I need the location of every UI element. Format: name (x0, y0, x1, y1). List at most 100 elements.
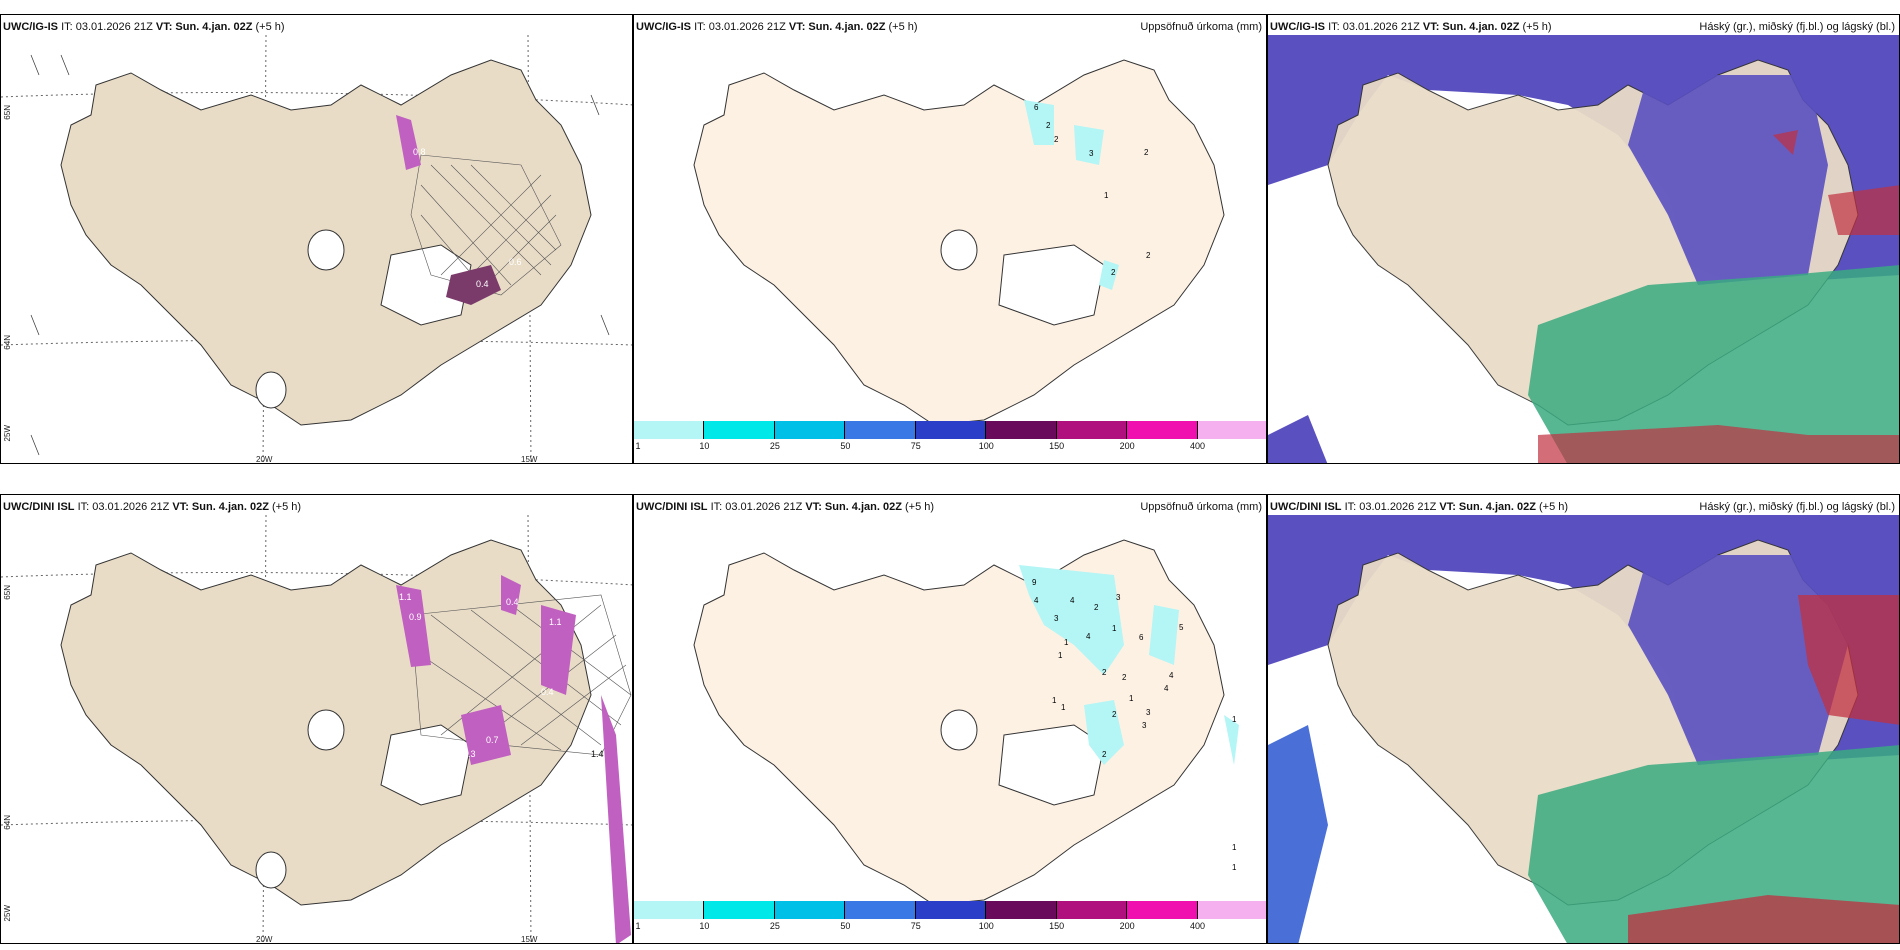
svg-text:0.7: 0.7 (486, 735, 499, 745)
panel-precip-bottom: UWC/DINI ISL IT: 03.01.2026 21Z VT: Sun.… (633, 494, 1267, 944)
colorbar-label: 1 (635, 921, 641, 931)
colorbar-segment (915, 901, 987, 919)
svg-text:1: 1 (1104, 191, 1109, 200)
svg-text:1: 1 (1232, 863, 1237, 872)
svg-text:2: 2 (1111, 268, 1116, 277)
lat-label: 65N (3, 105, 12, 120)
panel-header: UWC/DINI ISL IT: 03.01.2026 21Z VT: Sun.… (636, 501, 935, 513)
cloud-map (1268, 515, 1899, 943)
svg-text:2: 2 (1146, 251, 1151, 260)
lon-label: 20W (256, 455, 273, 464)
svg-text:1: 1 (1061, 703, 1066, 712)
colorbar-segment (704, 421, 775, 439)
colorbar-segment (1127, 421, 1198, 439)
svg-text:3: 3 (1116, 593, 1121, 602)
svg-text:2: 2 (1046, 121, 1051, 130)
svg-text:0.4: 0.4 (506, 597, 519, 607)
wind-map: 1.1 0.9 0.3 0.4 0.7 1.1 1.4 0.4 (1, 514, 632, 943)
colorbar-label: 10 (699, 441, 710, 451)
colorbar-segment (634, 421, 705, 439)
svg-text:0.4: 0.4 (541, 687, 554, 697)
svg-text:4: 4 (1164, 684, 1169, 693)
panel-header: UWC/IG-IS IT: 03.01.2026 21Z VT: Sun. 4.… (1270, 21, 1552, 33)
panel-cloud-top: UWC/IG-IS IT: 03.01.2026 21Z VT: Sun. 4.… (1267, 14, 1900, 464)
colorbar-label: 50 (840, 921, 851, 931)
lat-label: 65N (3, 585, 12, 600)
mid-cloud (1528, 265, 1899, 463)
svg-text:1: 1 (1129, 694, 1134, 703)
precip-title: Uppsöfnuð úrkoma (mm) (1140, 21, 1262, 33)
svg-text:2: 2 (1144, 148, 1149, 157)
svg-text:1: 1 (1232, 715, 1237, 724)
colorbar-label: 150 (1049, 921, 1065, 931)
panel-header: UWC/DINI ISL IT: 03.01.2026 21Z VT: Sun.… (1270, 501, 1569, 513)
svg-text:3: 3 (1089, 149, 1094, 158)
colorbar-label: 75 (910, 921, 921, 931)
colorbar-segment (634, 901, 705, 919)
cloud-title: Háský (gr.), miðský (fj.bl.) og lágský (… (1699, 21, 1895, 33)
value-label: 0.4 (476, 279, 489, 289)
svg-text:2: 2 (1094, 603, 1099, 612)
colorbar-segment (704, 901, 775, 919)
precip-map: 6 2 2 3 2 1 2 2 (693, 59, 1225, 426)
panel-header: UWC/DINI ISL IT: 03.01.2026 21Z VT: Sun.… (3, 501, 302, 513)
high-cloud-overlay (1628, 75, 1828, 285)
svg-text:2: 2 (1122, 673, 1127, 682)
cloud-map (1268, 35, 1899, 463)
lon-label: 25W (3, 425, 12, 442)
colorbar-label: 150 (1049, 441, 1065, 451)
colorbar-label: 200 (1119, 921, 1135, 931)
panel-precip-top: UWC/IG-IS IT: 03.01.2026 21Z VT: Sun. 4.… (633, 14, 1267, 464)
svg-text:1: 1 (1058, 651, 1063, 660)
low-cloud (1628, 595, 1899, 943)
svg-text:9: 9 (1032, 578, 1037, 587)
colorbar-segment (986, 901, 1057, 919)
colorbar-label: 75 (910, 441, 921, 451)
lon-label: 15W (521, 455, 538, 464)
colorbar-label: 400 (1190, 441, 1206, 451)
colorbar-label: 200 (1119, 441, 1135, 451)
lon-label: 15W (521, 935, 538, 944)
svg-text:4: 4 (1086, 632, 1091, 641)
svg-text:5: 5 (1179, 623, 1184, 632)
colorbar-segment (986, 421, 1057, 439)
colorbar-segment (845, 901, 916, 919)
lat-label: 64N (3, 815, 12, 830)
panel-cloud-bottom: UWC/DINI ISL IT: 03.01.2026 21Z VT: Sun.… (1267, 494, 1900, 944)
lat-label: 64N (3, 335, 12, 350)
panel-wind-bottom: UWC/DINI ISL IT: 03.01.2026 21Z VT: Sun.… (0, 494, 633, 944)
svg-text:1: 1 (1232, 843, 1237, 852)
colorbar-segment (1197, 421, 1266, 439)
svg-text:3: 3 (1054, 614, 1059, 623)
colorbar-segment (845, 421, 916, 439)
colorbar-label: 10 (699, 921, 710, 931)
lon-label: 20W (256, 935, 273, 944)
svg-text:4: 4 (1169, 671, 1174, 680)
colorbar-segment (774, 421, 846, 439)
svg-text:2: 2 (1102, 668, 1107, 677)
svg-text:2: 2 (1054, 135, 1059, 144)
precip-map: 9 4 3 4 2 3 1 1 1 4 2 6 5 2 1 1 4 4 2 3 … (693, 539, 1239, 906)
panel-header: UWC/IG-IS IT: 03.01.2026 21Z VT: Sun. 4.… (636, 21, 918, 33)
colorbar-label: 50 (840, 441, 851, 451)
svg-text:4: 4 (1070, 596, 1075, 605)
colorbar-segment (774, 901, 846, 919)
colorbar-segment (915, 421, 987, 439)
lon-label: 25W (3, 905, 12, 922)
colorbar-segment (1056, 901, 1128, 919)
colorbar-segment (1127, 901, 1198, 919)
cloud-title: Háský (gr.), miðský (fj.bl.) og lágský (… (1699, 501, 1895, 513)
svg-text:2: 2 (1102, 750, 1107, 759)
colorbar-label: 25 (769, 441, 780, 451)
wind-barbs (30, 54, 610, 456)
hatch-area (410, 154, 562, 296)
svg-text:1: 1 (1112, 624, 1117, 633)
value-label: 0.6 (509, 257, 522, 267)
colorbar-label: 25 (769, 921, 780, 931)
precip-title: Uppsöfnuð úrkoma (mm) (1140, 501, 1262, 513)
mid-cloud (1528, 745, 1899, 943)
colorbar-label: 400 (1190, 921, 1206, 931)
svg-text:0.3: 0.3 (463, 749, 476, 759)
svg-text:1: 1 (1052, 696, 1057, 705)
svg-text:0.9: 0.9 (409, 612, 422, 622)
